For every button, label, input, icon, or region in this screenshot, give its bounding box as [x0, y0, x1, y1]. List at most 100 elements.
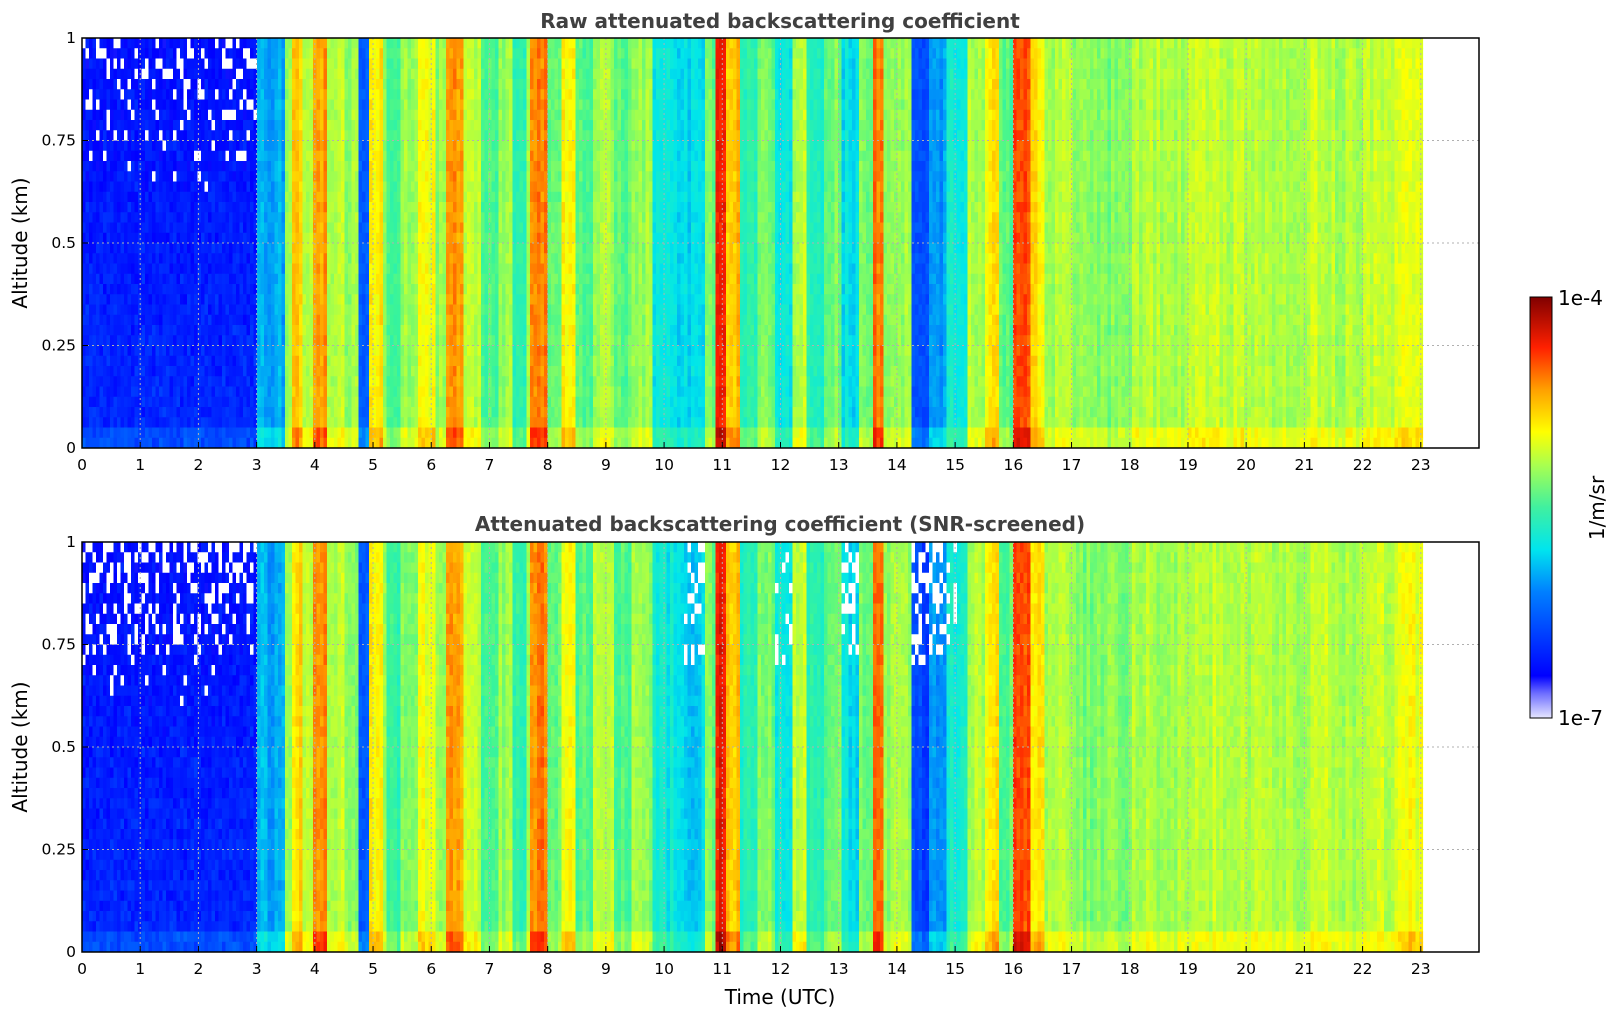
heatmap-cell	[225, 202, 230, 213]
heatmap-cell	[509, 171, 514, 183]
heatmap-cell	[208, 386, 213, 398]
heatmap-cell	[99, 366, 104, 377]
heatmap-cell	[463, 437, 468, 448]
heatmap-cell	[236, 58, 241, 70]
heatmap-cell	[383, 232, 388, 244]
heatmap-cell	[194, 355, 199, 367]
heatmap-cell	[379, 58, 384, 70]
heatmap-cell	[138, 396, 143, 408]
heatmap-cell	[334, 222, 339, 234]
heatmap-cell	[512, 427, 517, 439]
heatmap-cell	[292, 99, 297, 111]
heatmap-cell	[110, 181, 115, 193]
heatmap-cell	[414, 58, 419, 70]
heatmap-cell	[211, 48, 216, 60]
heatmap-cell	[306, 355, 311, 367]
heatmap-cell	[369, 376, 374, 388]
heatmap-cell	[162, 38, 167, 49]
heatmap-cell	[218, 273, 223, 285]
heatmap-cell	[145, 161, 150, 172]
heatmap-cell	[176, 345, 181, 357]
heatmap-cell	[271, 366, 276, 377]
heatmap-cell	[390, 427, 395, 439]
heatmap-cell	[306, 191, 311, 203]
heatmap-cell	[446, 202, 451, 213]
heatmap-cell	[180, 376, 185, 388]
heatmap-cell	[278, 263, 283, 275]
heatmap-cell	[397, 355, 402, 367]
heatmap-cell	[502, 396, 507, 408]
heatmap-cell	[204, 366, 209, 377]
heatmap-cell	[103, 38, 108, 49]
heatmap-cell	[92, 161, 97, 172]
heatmap-cell	[512, 304, 517, 316]
heatmap-cell	[365, 325, 370, 336]
heatmap-cell	[141, 304, 146, 316]
heatmap-cell	[183, 437, 188, 448]
heatmap-cell	[288, 171, 293, 183]
heatmap-cell	[393, 386, 398, 398]
heatmap-cell	[299, 376, 304, 388]
heatmap-cell	[134, 376, 139, 388]
heatmap-cell	[477, 202, 482, 213]
heatmap-cell	[400, 109, 405, 121]
heatmap-cell	[414, 202, 419, 213]
heatmap-cell	[425, 48, 430, 60]
heatmap-cell	[407, 437, 412, 448]
heatmap-cell	[477, 437, 482, 448]
heatmap-cell	[197, 58, 202, 70]
heatmap-cell	[449, 366, 454, 377]
heatmap-cell	[82, 222, 87, 234]
heatmap-cell	[173, 150, 178, 162]
heatmap-cell	[362, 130, 367, 142]
heatmap-cell	[358, 417, 363, 429]
heatmap-cell	[341, 48, 346, 60]
heatmap-cell	[341, 427, 346, 439]
heatmap-cell	[512, 191, 517, 203]
heatmap-cell	[355, 161, 360, 172]
heatmap-cell	[502, 437, 507, 448]
heatmap-cell	[341, 232, 346, 244]
heatmap-cell	[351, 79, 356, 90]
heatmap-cell	[274, 407, 279, 418]
heatmap-cell	[197, 48, 202, 60]
heatmap-cell	[323, 386, 328, 398]
heatmap-cell	[302, 150, 307, 162]
heatmap-cell	[127, 355, 132, 367]
heatmap-cell	[162, 314, 167, 326]
heatmap-cell	[117, 386, 122, 398]
heatmap-cell	[288, 212, 293, 224]
heatmap-cell	[516, 109, 521, 121]
heatmap-cell	[187, 263, 192, 275]
heatmap-cell	[281, 58, 286, 70]
heatmap-cell	[211, 99, 216, 111]
heatmap-cell	[117, 427, 122, 439]
heatmap-cell	[176, 314, 181, 326]
heatmap-cell	[134, 386, 139, 398]
heatmap-cell	[421, 68, 426, 80]
heatmap-cell	[488, 386, 493, 398]
heatmap-cell	[404, 284, 409, 295]
heatmap-cell	[96, 366, 101, 377]
heatmap-cell	[453, 161, 458, 172]
heatmap-cell	[145, 38, 150, 49]
heatmap-cell	[92, 202, 97, 213]
heatmap-cell	[435, 191, 440, 203]
heatmap-cell	[82, 171, 87, 183]
heatmap-cell	[323, 253, 328, 265]
heatmap-cell	[495, 273, 500, 285]
heatmap-cell	[330, 140, 335, 152]
heatmap-cell	[453, 366, 458, 377]
heatmap-cell	[120, 79, 125, 90]
heatmap-cell	[344, 417, 349, 429]
heatmap-cell	[488, 314, 493, 326]
heatmap-cell	[355, 109, 360, 121]
heatmap-cell	[467, 222, 472, 234]
heatmap-cell	[481, 386, 486, 398]
heatmap-cell	[183, 427, 188, 439]
heatmap-cell	[330, 212, 335, 224]
heatmap-cell	[327, 48, 332, 60]
heatmap-cell	[89, 335, 94, 347]
heatmap-cell	[365, 48, 370, 60]
